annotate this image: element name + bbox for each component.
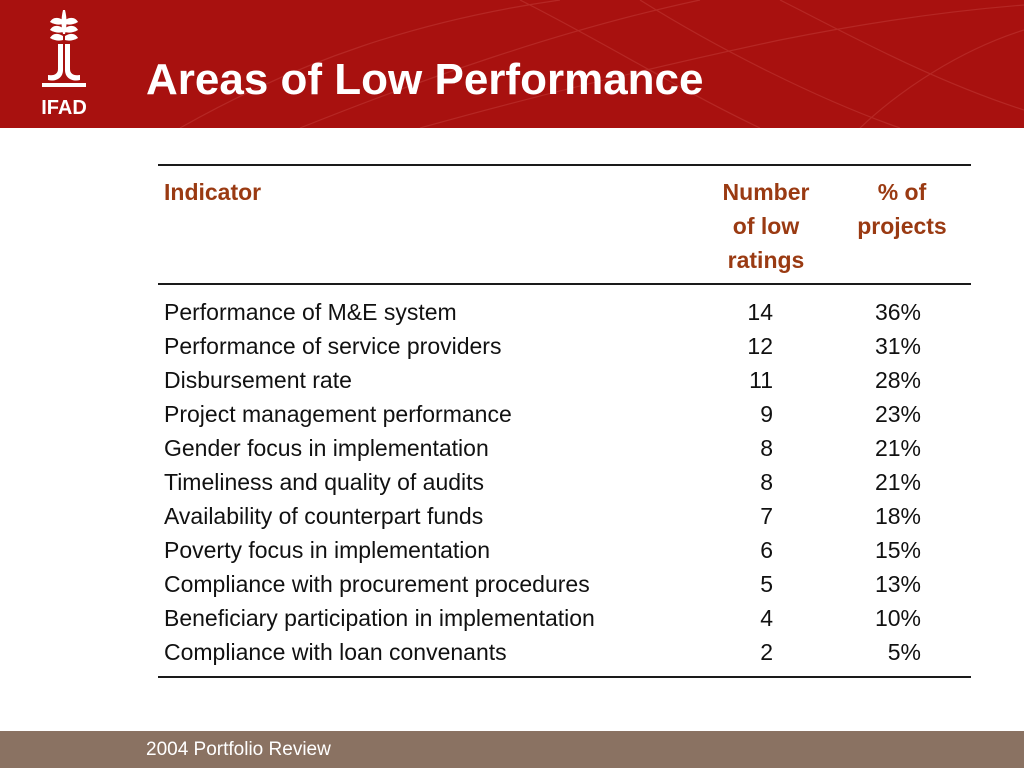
row-percent: 21% bbox=[874, 435, 921, 461]
header-percent: % of projects bbox=[842, 175, 962, 243]
row-percent: 31% bbox=[874, 333, 921, 359]
row-number: 2 bbox=[760, 639, 773, 665]
row-number: 11 bbox=[749, 367, 773, 393]
table-row: Timeliness and quality of audits 8 21% bbox=[158, 465, 971, 499]
row-number: 7 bbox=[760, 503, 773, 529]
row-indicator: Availability of counterpart funds bbox=[164, 503, 484, 529]
row-number: 5 bbox=[760, 571, 773, 597]
row-number: 4 bbox=[760, 605, 773, 631]
row-percent: 5% bbox=[887, 639, 921, 665]
slide-header: IFAD Areas of Low Performance bbox=[0, 0, 1024, 128]
row-indicator: Compliance with procurement procedures bbox=[164, 571, 590, 597]
row-indicator: Disbursement rate bbox=[164, 367, 352, 393]
table-row: Project management performance 9 23% bbox=[158, 397, 971, 431]
row-number: 14 bbox=[747, 299, 773, 325]
row-number: 8 bbox=[760, 469, 773, 495]
header-percent-line1: % of bbox=[877, 179, 927, 205]
table-row: Availability of counterpart funds 7 18% bbox=[158, 499, 971, 533]
row-percent: 13% bbox=[874, 571, 921, 597]
header-decoration bbox=[179, 0, 1024, 128]
table-row: Gender focus in implementation 8 21% bbox=[158, 431, 971, 465]
table-header-rule bbox=[158, 283, 971, 285]
header-number-line2: of low bbox=[732, 213, 800, 239]
ifad-logo: IFAD bbox=[41, 10, 87, 119]
table-row: Performance of service providers 12 31% bbox=[158, 329, 971, 363]
row-number: 6 bbox=[760, 537, 773, 563]
header-number-line3: ratings bbox=[727, 247, 805, 273]
row-percent: 36% bbox=[874, 299, 921, 325]
table-row: Disbursement rate 11 28% bbox=[158, 363, 971, 397]
row-percent: 10% bbox=[874, 605, 921, 631]
header-number-line1: Number bbox=[722, 179, 810, 205]
table-row: Poverty focus in implementation 6 15% bbox=[158, 533, 971, 567]
table-row: Compliance with loan convenants 2 5% bbox=[158, 635, 971, 669]
row-percent: 15% bbox=[874, 537, 921, 563]
row-number: 9 bbox=[760, 401, 773, 427]
row-number: 8 bbox=[760, 435, 773, 461]
row-indicator: Compliance with loan convenants bbox=[164, 639, 507, 665]
row-number: 12 bbox=[747, 333, 773, 359]
row-indicator: Gender focus in implementation bbox=[164, 435, 489, 461]
table-row: Performance of M&E system 14 36% bbox=[158, 295, 971, 329]
slide-title: Areas of Low Performance bbox=[146, 55, 704, 104]
footer-text: 2004 Portfolio Review bbox=[146, 739, 331, 760]
row-indicator: Poverty focus in implementation bbox=[164, 537, 490, 563]
row-percent: 18% bbox=[874, 503, 921, 529]
row-indicator: Beneficiary participation in implementat… bbox=[164, 605, 595, 631]
row-indicator: Timeliness and quality of audits bbox=[164, 469, 485, 495]
header-number: Number of low ratings bbox=[706, 175, 826, 277]
row-percent: 21% bbox=[874, 469, 921, 495]
row-indicator: Project management performance bbox=[164, 401, 512, 427]
header-indicator: Indicator bbox=[164, 179, 262, 205]
row-indicator: Performance of service providers bbox=[164, 333, 502, 359]
table-top-rule bbox=[158, 164, 971, 166]
row-indicator: Performance of M&E system bbox=[164, 299, 457, 325]
row-percent: 23% bbox=[874, 401, 921, 427]
slide-footer: 2004 Portfolio Review bbox=[0, 731, 1024, 768]
row-percent: 28% bbox=[874, 367, 921, 393]
table-row: Compliance with procurement procedures 5 1… bbox=[158, 567, 971, 601]
table-row: Beneficiary participation in implementat… bbox=[158, 601, 971, 635]
logo-text: IFAD bbox=[41, 97, 87, 119]
header-percent-line2: projects bbox=[857, 213, 947, 239]
table-bottom-rule bbox=[158, 676, 971, 678]
